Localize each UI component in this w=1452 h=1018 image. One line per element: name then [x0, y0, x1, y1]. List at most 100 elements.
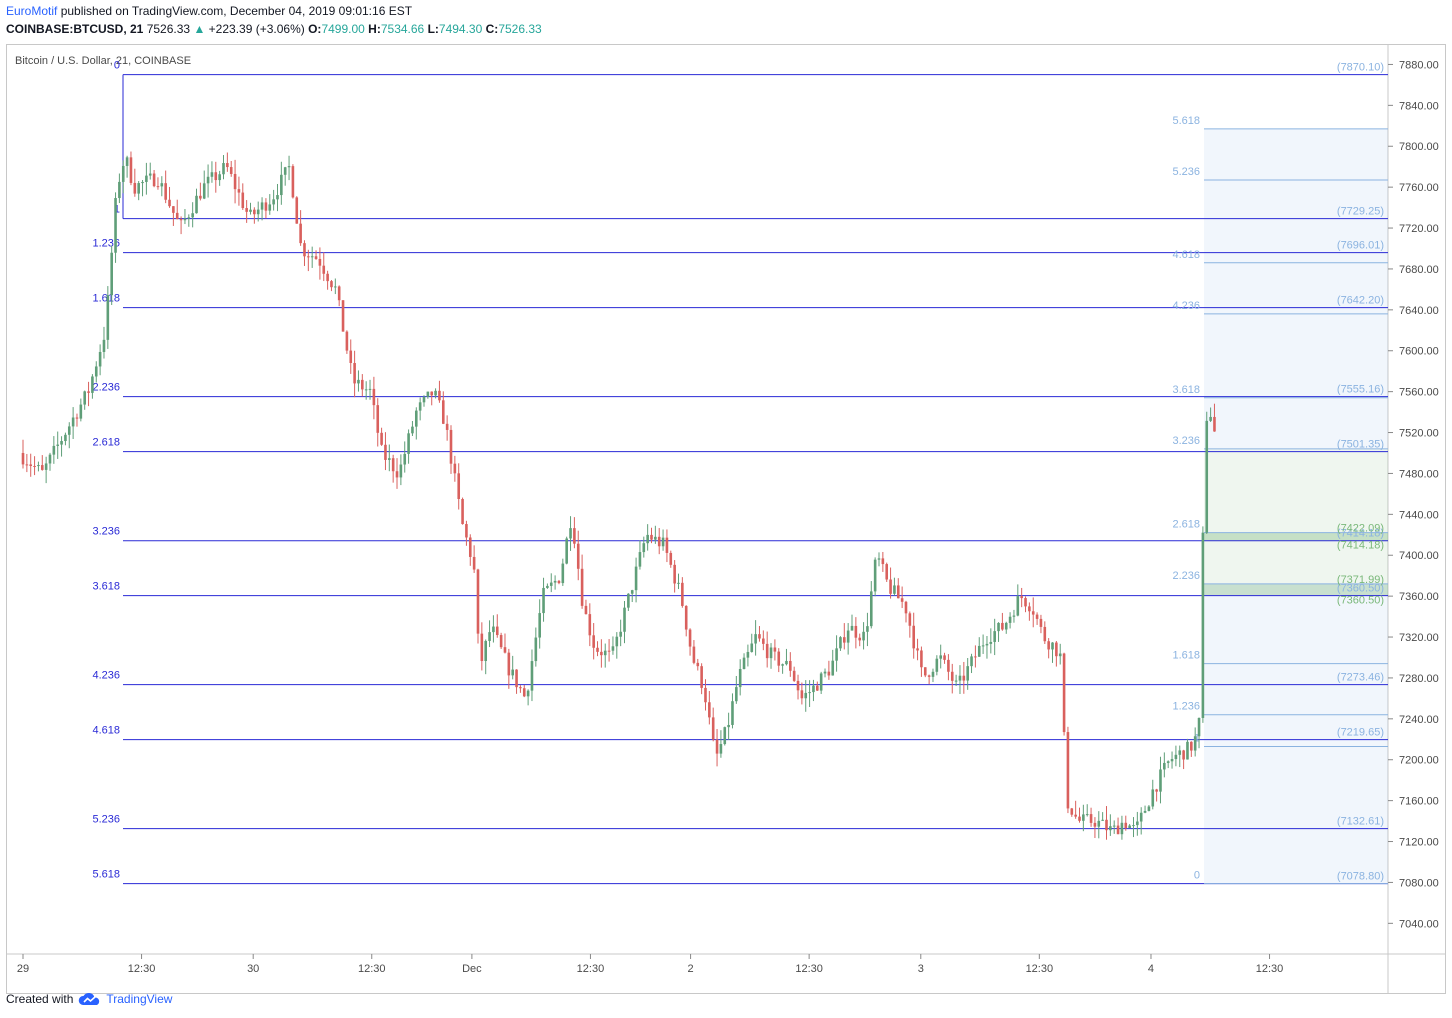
candle-body — [303, 243, 306, 257]
y-tick-label: 7400.00 — [1399, 550, 1439, 562]
candle-body — [264, 202, 268, 211]
candle-body — [222, 163, 225, 175]
candle-body — [974, 656, 977, 658]
fib-left-price: (7273.46) — [1337, 672, 1384, 684]
candle-body — [195, 195, 198, 214]
candle-body — [1097, 820, 1101, 827]
candle-body — [553, 580, 557, 583]
fib-right-ratio: 5.236 — [1172, 166, 1200, 178]
candle-body — [1066, 732, 1070, 809]
chart-frame[interactable]: Bitcoin / U.S. Dollar, 21, COINBASE 0 (78… — [6, 44, 1446, 994]
y-tick-label: 7040.00 — [1399, 918, 1439, 930]
candle-body — [507, 652, 511, 676]
candle-body — [947, 659, 950, 672]
fib-left-price: (7360.50) — [1337, 583, 1384, 595]
fib-left-ratio: 1 — [114, 204, 120, 216]
candle-body — [758, 634, 761, 639]
candle-body — [368, 388, 372, 390]
candle-body — [696, 662, 700, 667]
candle-body — [110, 252, 113, 296]
candle-body — [399, 464, 403, 478]
candle-body — [337, 286, 341, 301]
candle-body — [1182, 750, 1185, 760]
price-chart[interactable]: Bitcoin / U.S. Dollar, 21, COINBASE 0 (78… — [6, 44, 1446, 994]
candle-body — [920, 650, 923, 668]
fib-left-ratio: 0 — [114, 60, 120, 72]
tradingview-link[interactable]: TradingView — [106, 992, 173, 1006]
candle-body — [997, 622, 1000, 632]
candle-body — [511, 669, 514, 676]
candle-body — [206, 176, 210, 184]
candle-body — [52, 445, 56, 455]
candle-body — [684, 605, 688, 630]
candle-body — [935, 658, 939, 672]
candle-body — [503, 647, 507, 653]
candle-body — [1132, 825, 1135, 827]
y-tick-label: 7680.00 — [1399, 264, 1439, 276]
candle-body — [202, 183, 206, 199]
candle-body — [83, 391, 86, 405]
candle-body — [611, 646, 615, 651]
price-axis[interactable]: 7040.00 7080.00 7120.00 7160.00 7200.00 7240.… — [1388, 59, 1439, 930]
created-with-text: Created with — [6, 992, 74, 1006]
candle-body — [773, 647, 777, 652]
y-tick-label: 7800.00 — [1399, 141, 1439, 153]
candle-body — [179, 219, 183, 221]
candle-body — [249, 209, 252, 212]
candle-body — [846, 630, 850, 643]
up-arrow-icon: ▲ — [193, 22, 206, 36]
fib-left-ratio: 3.236 — [92, 526, 120, 538]
candle-body — [1082, 814, 1085, 821]
fib-right-ratio: 4.618 — [1172, 249, 1200, 261]
published-text: published on TradingView.com, December 0… — [60, 4, 413, 18]
candle-body — [94, 366, 98, 377]
fib-left-ratio: 4.236 — [92, 670, 120, 682]
candle-body — [931, 671, 935, 677]
high-label: H: — [368, 22, 381, 36]
author-link[interactable]: EuroMotif — [6, 4, 58, 18]
candle-body — [657, 536, 661, 547]
candle-body — [750, 643, 754, 652]
x-tick-label: 12:30 — [1026, 963, 1054, 975]
candle-body — [141, 181, 144, 184]
fib-left-price: (7414.18) — [1337, 528, 1384, 540]
candle-body — [1197, 717, 1201, 737]
candle-body — [569, 528, 572, 539]
fib-left-ratio: 2.618 — [92, 437, 120, 449]
candle-body — [943, 655, 946, 660]
high-value: 7534.66 — [380, 22, 425, 36]
candle-body — [1147, 806, 1151, 811]
candle-body — [580, 568, 584, 606]
candle-body — [1112, 825, 1116, 827]
candle-body — [1155, 789, 1158, 792]
candle-body — [283, 167, 287, 175]
candle-body — [858, 637, 862, 641]
candle-body — [245, 208, 248, 212]
candle-body — [218, 174, 221, 181]
candle-body — [927, 675, 931, 677]
candle-body — [542, 587, 545, 614]
candle-body — [1163, 762, 1166, 770]
candle-body — [272, 199, 275, 205]
fib-green-zone — [1204, 532, 1388, 541]
candle-body — [1070, 808, 1074, 815]
candle-body — [530, 661, 534, 691]
candle-body — [121, 165, 125, 182]
candle-body — [1043, 626, 1047, 642]
candle-body — [704, 687, 707, 703]
y-tick-label: 7760.00 — [1399, 182, 1439, 194]
time-axis[interactable]: 29 12:30 30 12:30 Dec 12:30 2 12:30 3 12:30 4 12:30 — [17, 954, 1283, 975]
candle-body — [465, 524, 468, 538]
candle-body — [44, 463, 48, 470]
candle-body — [214, 172, 218, 181]
candle-body — [33, 465, 36, 467]
candle-body — [923, 667, 927, 676]
candle-body — [357, 379, 360, 384]
y-tick-label: 7520.00 — [1399, 428, 1439, 440]
candle-body — [37, 465, 40, 467]
candle-body — [916, 648, 919, 651]
candle-body — [361, 379, 364, 390]
candle-body — [900, 598, 904, 602]
fib-right-band — [1204, 448, 1388, 533]
candle-body — [395, 471, 399, 478]
